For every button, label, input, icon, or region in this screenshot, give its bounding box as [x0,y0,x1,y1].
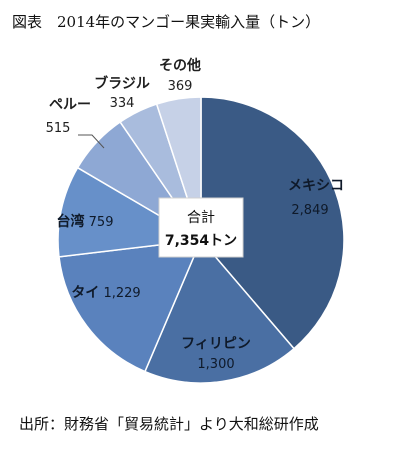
slice-value-2: 1,300 [197,357,234,372]
center-label: 合計 [187,210,215,226]
slice-name-1: メキシコ [288,178,344,194]
pie-slice-1 [200,96,345,350]
slice-name-6: ブラジル [94,75,150,92]
slice-name-5: ペルー [49,97,91,113]
slice-name-2: フィリピン [181,336,251,352]
slice-value-6: 334 [110,96,135,111]
pie-slice-2 [143,238,296,384]
slice-value-7: 369 [168,79,193,94]
slice-labels: メキシコ 2,849 フィリピン 1,300 タイ 1,229 台湾 759 ペルー 515 ブ… [46,57,344,372]
center-box: 合計 7,354トン [158,197,244,258]
leader-lines [78,134,105,149]
chart-title: 図表 2014年のマンゴー果実輸入量（トン） [12,13,320,31]
slice-label-4: 台湾 759 [57,213,114,230]
center-total: 7,354トン [165,233,237,249]
slice-value-1: 2,849 [291,203,328,218]
source-note: 出所：財務省「貿易統計」より大和総研作成 [19,415,319,433]
slice-label-3: タイ 1,229 [71,285,140,301]
slice-value-5: 515 [46,121,71,136]
slice-name-7: その他 [159,57,201,74]
leader-line-5 [78,134,105,149]
pie-slice-3 [58,239,203,373]
